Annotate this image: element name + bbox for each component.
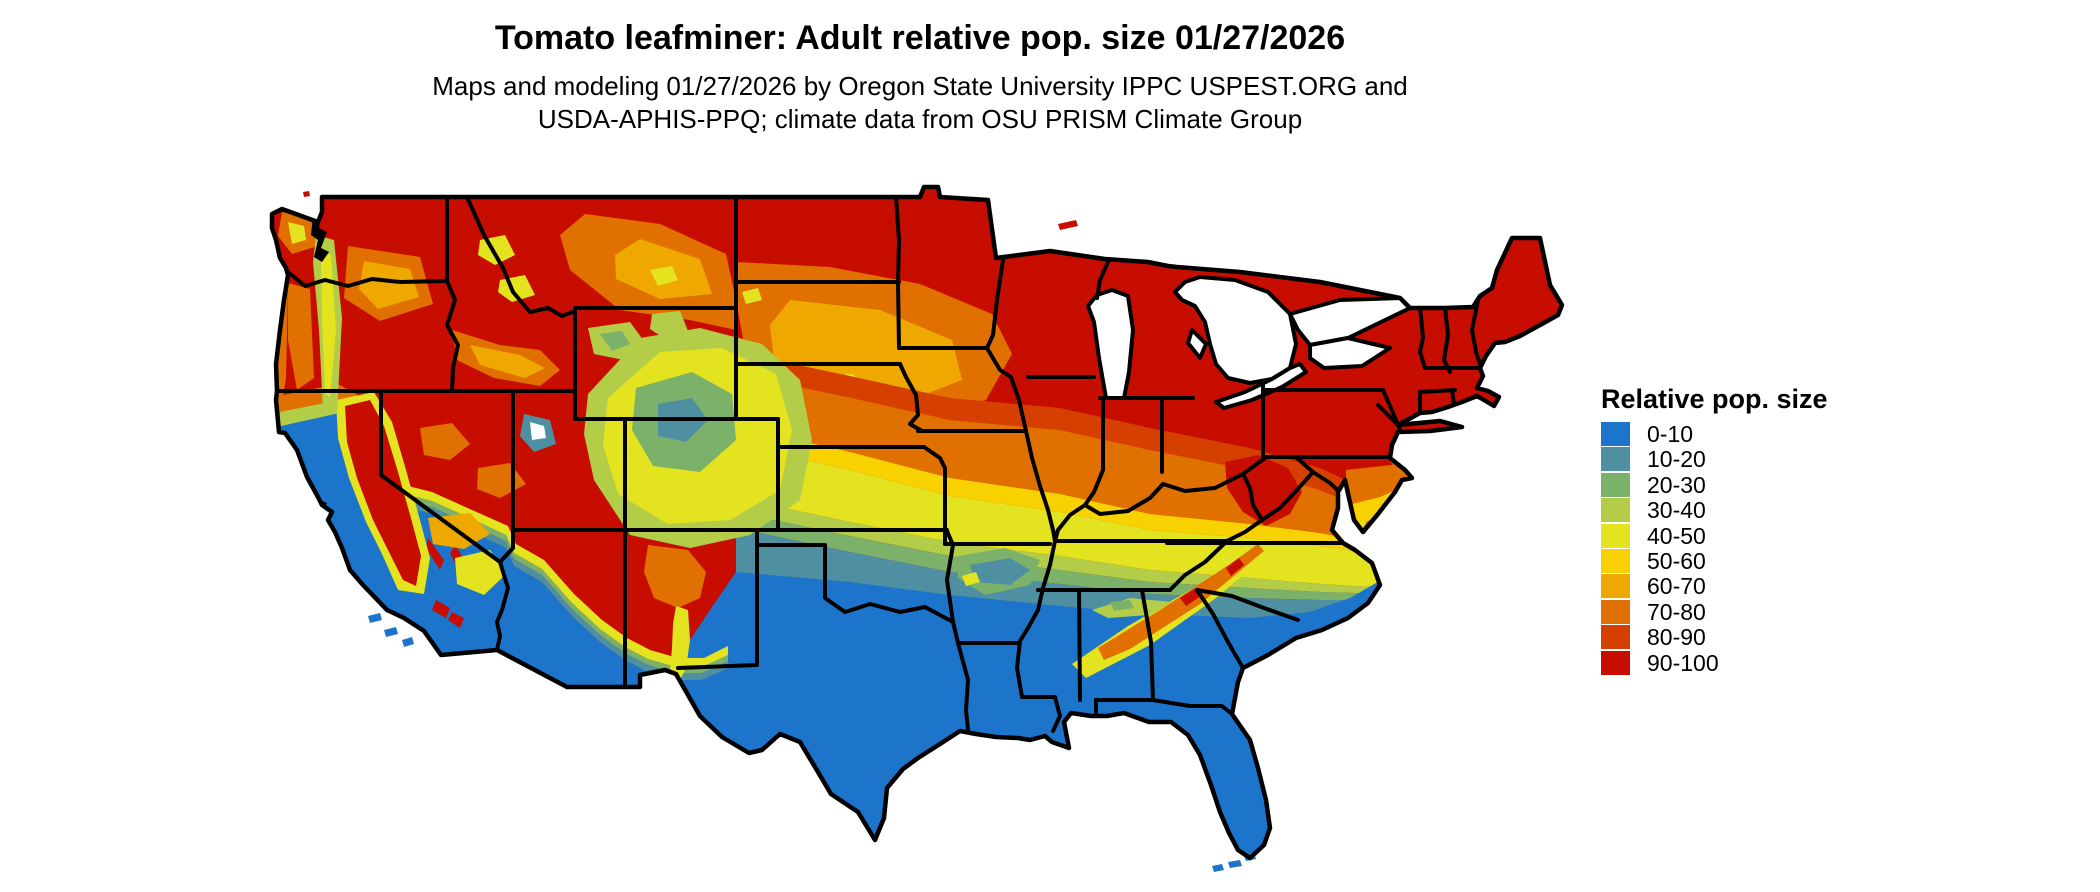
legend-swatch	[1601, 498, 1630, 523]
legend-row: 10-20	[1601, 446, 1861, 473]
legend-row: 50-60	[1601, 547, 1861, 574]
legend-label: 50-60	[1647, 547, 1706, 574]
legend-label: 20-30	[1647, 471, 1706, 498]
page-title: Tomato leafminer: Adult relative pop. si…	[494, 19, 1346, 57]
legend-label: 30-40	[1647, 497, 1706, 524]
legend-row: 30-40	[1601, 497, 1861, 524]
legend-swatch	[1601, 625, 1630, 650]
map-layer-appalachians	[1072, 447, 1415, 678]
legend-label: 40-50	[1647, 522, 1706, 549]
legend-label: 80-90	[1647, 624, 1706, 651]
legend-label: 90-100	[1647, 649, 1719, 676]
legend: Relative pop. size 0-10 10-20 20-30 30-40 40…	[1601, 384, 1861, 676]
map-raster-layers	[272, 187, 1562, 858]
map-credits: Maps and modeling 01/27/2026 by Oregon S…	[0, 70, 1840, 136]
legend-row: 90-100	[1601, 649, 1861, 676]
legend-swatch	[1601, 523, 1630, 548]
legend-label: 70-80	[1647, 598, 1706, 625]
legend-swatch	[1601, 447, 1630, 472]
legend-label: 60-70	[1647, 573, 1706, 600]
legend-row: 80-90	[1601, 624, 1861, 651]
legend-label: 0-10	[1647, 421, 1694, 447]
map-header: Tomato leafminer: Adult relative pop. si…	[0, 18, 1840, 136]
us-outline	[269, 184, 1565, 861]
legend-swatch	[1601, 599, 1630, 624]
legend-items: 0-10 10-20 20-30 30-40 40-50 50-60 60-70 70-80 8…	[1601, 422, 1861, 675]
legend-row: 40-50	[1601, 522, 1861, 549]
legend-row: 20-30	[1601, 471, 1861, 498]
map-layer-pacific-northwest	[273, 212, 688, 498]
legend-swatch	[1601, 548, 1630, 573]
map-layer-great-lakes	[1086, 275, 1412, 410]
credits-line-1: Maps and modeling 01/27/2026 by Oregon S…	[432, 71, 1408, 101]
legend-title: Relative pop. size	[1601, 384, 1828, 414]
legend-row: 0-10	[1601, 422, 1861, 446]
legend-swatch	[1601, 574, 1630, 599]
legend-label: 10-20	[1647, 446, 1706, 473]
state-borders	[275, 195, 1483, 733]
map-layer-colorado-blob	[584, 328, 812, 548]
legend-swatch	[1601, 422, 1630, 446]
legend-row: 70-80	[1601, 598, 1861, 625]
legend-row: 60-70	[1601, 573, 1861, 600]
legend-swatch	[1601, 650, 1630, 675]
credits-line-2: USDA-APHIS-PPQ; climate data from OSU PR…	[537, 104, 1303, 134]
map-layer-ozarks	[958, 548, 1040, 595]
legend-swatch	[1601, 472, 1630, 497]
